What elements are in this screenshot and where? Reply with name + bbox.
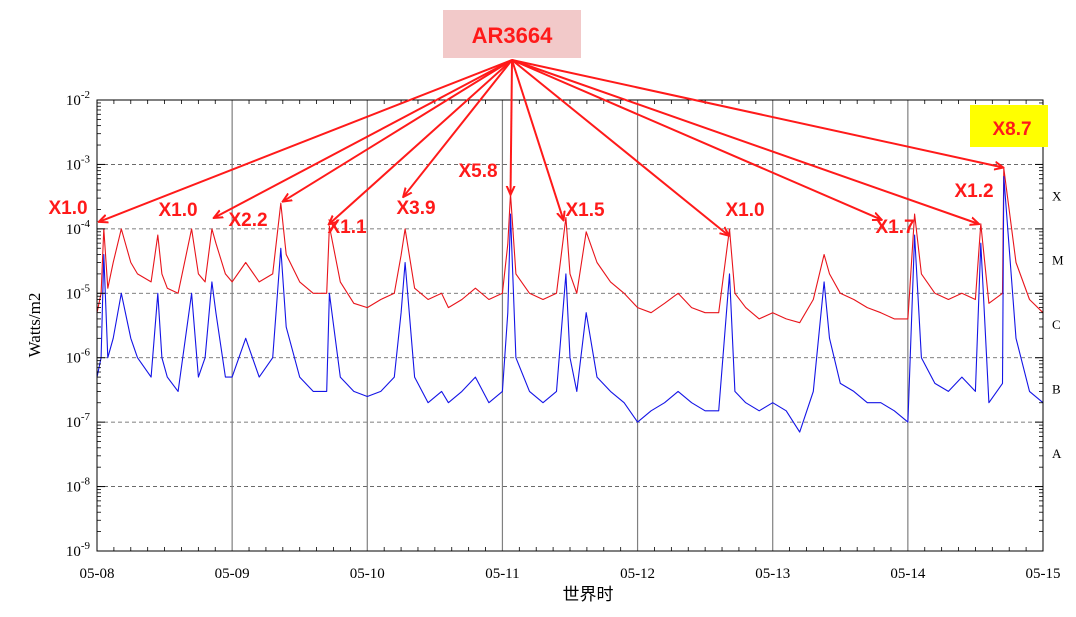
flare-class-label: X xyxy=(1052,188,1062,203)
series-line-0 xyxy=(96,167,1044,324)
x-tick-label: 05-09 xyxy=(215,566,250,582)
x-tick-label: 05-11 xyxy=(485,566,519,582)
annotation-arrow xyxy=(404,59,513,196)
series-line-1 xyxy=(96,175,1044,433)
annotation-arrow xyxy=(100,59,513,222)
y-tick-label: 10-8 xyxy=(66,476,91,496)
annotation-highlight-box xyxy=(970,105,1048,147)
y-tick-label: 10-9 xyxy=(66,540,91,560)
annotation-label: X1.1 xyxy=(327,217,367,238)
region-label-box xyxy=(443,10,581,58)
annotation-label: X5.8 xyxy=(458,161,497,182)
region-label: AR3664 xyxy=(472,23,553,48)
region-callout: AR3664 xyxy=(443,10,581,58)
annotation-label: X1.2 xyxy=(954,181,993,202)
annotation-arrow xyxy=(511,59,1002,167)
annotation-label: X1.0 xyxy=(158,200,197,221)
x-tick-label: 05-10 xyxy=(350,566,385,582)
flare-class-axis: A B C M X xyxy=(1052,188,1064,461)
x-tick-label: 05-12 xyxy=(620,566,655,582)
flare-class-label: M xyxy=(1052,253,1064,268)
flux-series xyxy=(96,167,1044,433)
flare-class-label: A xyxy=(1052,446,1062,461)
annotation-arrow xyxy=(511,59,978,224)
y-tick-label: 10-2 xyxy=(66,89,90,109)
annotation-label: X3.9 xyxy=(396,198,435,219)
y-tick-label: 10-6 xyxy=(66,347,91,367)
x-axis-label: 世界时 xyxy=(563,585,614,604)
y-axis: 10-9 10-8 10-7 10-6 10-5 10-4 10-3 10-2 xyxy=(66,89,1043,560)
annotation-label: X2.2 xyxy=(228,210,267,231)
y-tick-label: 10-3 xyxy=(66,153,91,173)
x-tick-label: 05-14 xyxy=(890,566,925,582)
annotation-arrow xyxy=(511,59,728,235)
annotation-label: X1.0 xyxy=(48,198,87,219)
annotation-arrow xyxy=(215,59,513,218)
annotation-label: X1.7 xyxy=(875,217,914,238)
flare-annotations: X1.0 X1.0 X2.2 X1.1 X3.9 X5.8 X1.5 X1.0 X1.7 X1.2… xyxy=(48,105,1048,238)
annotation-label: X8.7 xyxy=(992,119,1031,140)
y-tick-label: 10-7 xyxy=(66,411,91,431)
annotation-arrow xyxy=(511,59,563,219)
x-tick-label: 05-13 xyxy=(755,566,790,582)
flare-class-label: C xyxy=(1052,317,1061,332)
annotation-arrow xyxy=(283,59,513,201)
x-tick-label: 05-15 xyxy=(1026,566,1061,582)
y-tick-label: 10-4 xyxy=(66,218,91,238)
annotation-arrow xyxy=(329,59,513,224)
y-tick-label: 10-5 xyxy=(66,282,91,302)
grid-lines xyxy=(97,100,1043,551)
annotation-label: X1.5 xyxy=(565,200,605,221)
x-axis: 05-08 05-09 05-10 05-11 05-12 05-13 05-14 05-15 xyxy=(80,100,1061,582)
annotation-arrow xyxy=(511,59,512,194)
annotation-arrows xyxy=(100,59,1003,235)
annotation-arrow xyxy=(511,59,881,219)
x-tick-label: 05-08 xyxy=(80,566,115,582)
y-axis-label: Watts/m2 xyxy=(25,293,44,358)
annotation-label: X1.0 xyxy=(725,200,764,221)
flare-class-label: B xyxy=(1052,382,1061,397)
